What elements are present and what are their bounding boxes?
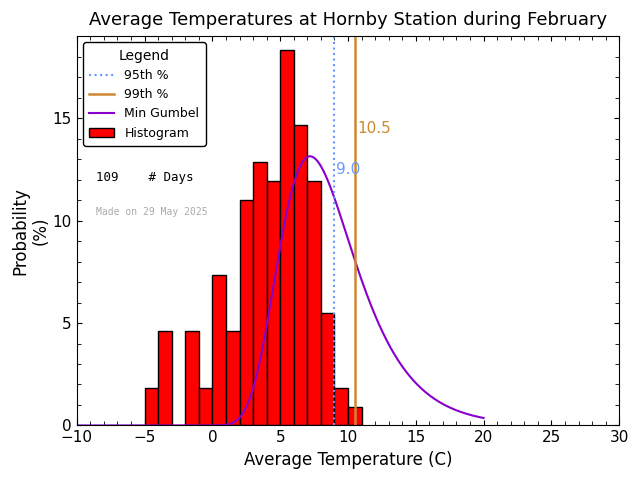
Bar [226, 331, 239, 425]
Bar [199, 388, 212, 425]
Bar [335, 388, 348, 425]
Legend: 95th %, 99th %, Min Gumbel, Histogram: 95th %, 99th %, Min Gumbel, Histogram [83, 42, 205, 146]
Bar [158, 331, 172, 425]
Bar [253, 162, 267, 425]
Text: 10.5: 10.5 [357, 121, 390, 136]
Bar [321, 313, 335, 425]
Bar [280, 49, 294, 425]
Bar [186, 331, 199, 425]
Bar [307, 181, 321, 425]
Bar [145, 388, 158, 425]
Title: Average Temperatures at Hornby Station during February: Average Temperatures at Hornby Station d… [89, 11, 607, 29]
Bar [348, 407, 362, 425]
Bar [212, 275, 226, 425]
Bar [267, 181, 280, 425]
Text: 109    # Days: 109 # Days [96, 170, 193, 183]
Text: 9.0: 9.0 [337, 162, 361, 177]
Bar [294, 125, 307, 425]
Text: Made on 29 May 2025: Made on 29 May 2025 [96, 207, 207, 217]
X-axis label: Average Temperature (C): Average Temperature (C) [244, 451, 452, 469]
Bar [239, 200, 253, 425]
Y-axis label: Probability
(%): Probability (%) [11, 187, 50, 275]
